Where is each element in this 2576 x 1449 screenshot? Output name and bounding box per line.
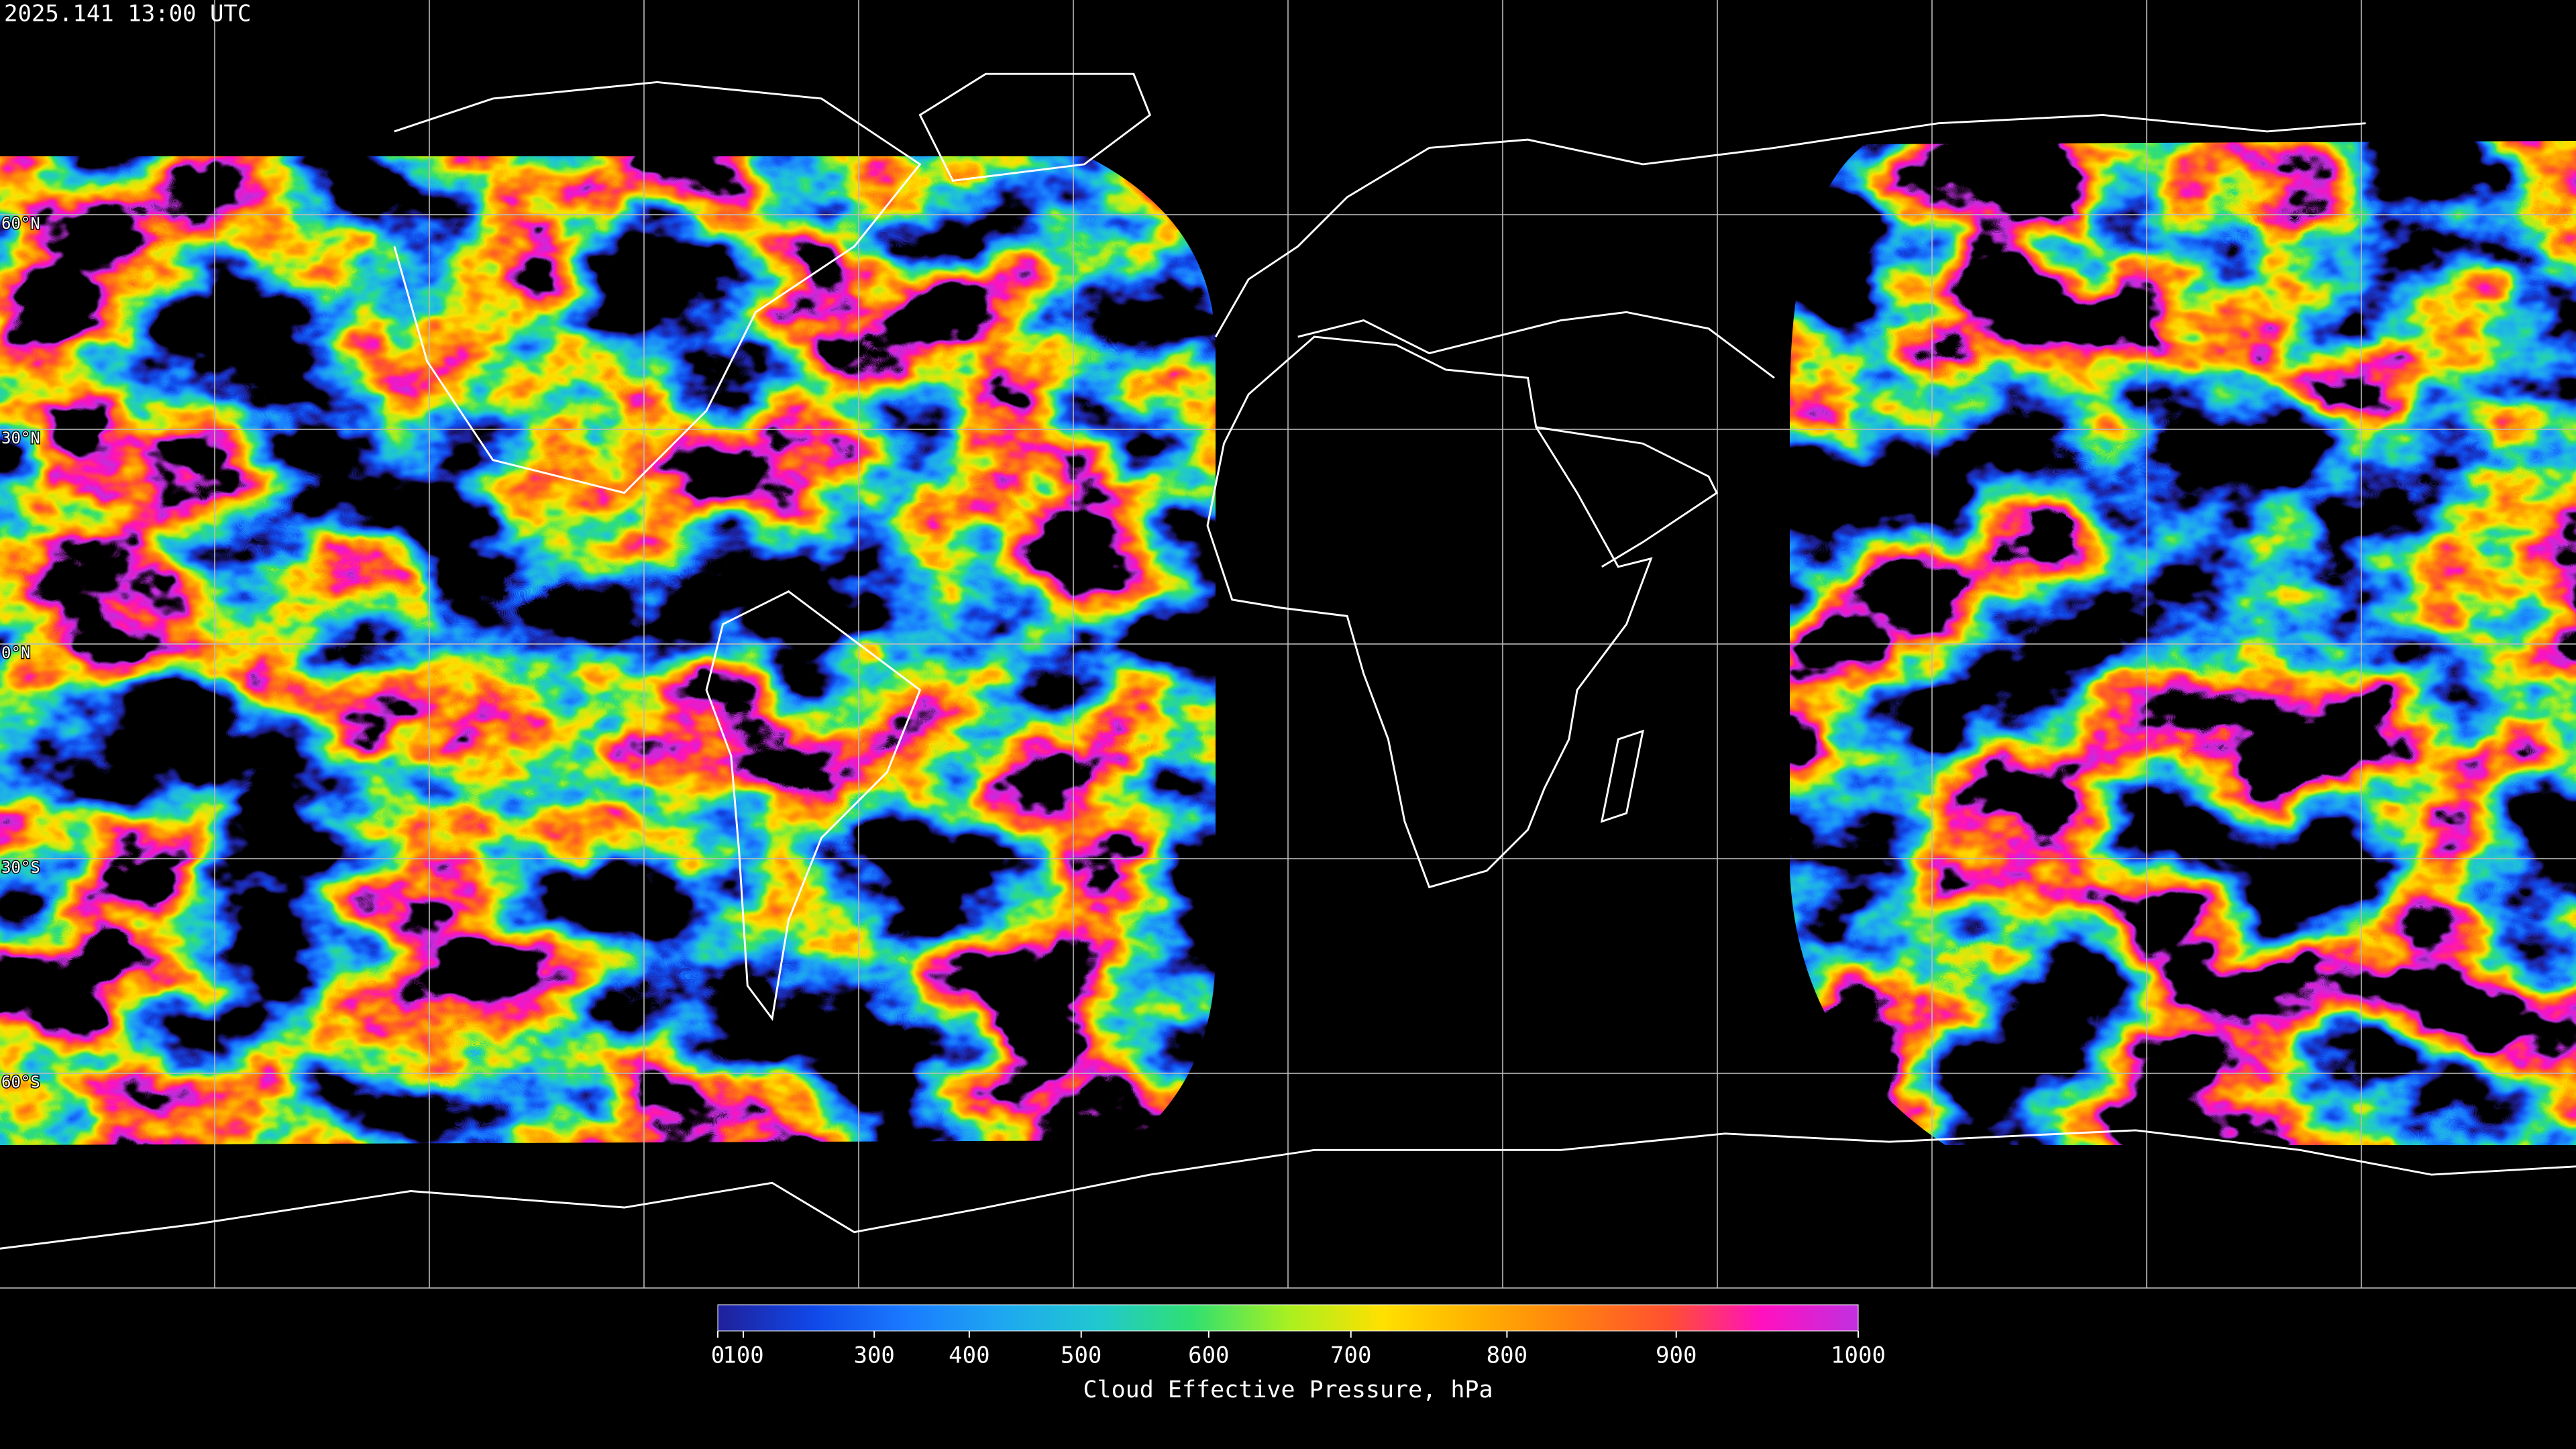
europe-coast bbox=[1214, 113, 2366, 337]
colorbar-tick-label: 900 bbox=[1656, 1342, 1697, 1369]
south-america-coast bbox=[705, 590, 922, 1022]
latitude-label: 0°N bbox=[1, 643, 30, 662]
latitude-label: 30°S bbox=[1, 858, 40, 877]
antarctica-coast bbox=[0, 1129, 2576, 1250]
colorbar-tick-label: 0 bbox=[711, 1342, 724, 1369]
graticule bbox=[0, 0, 2576, 1288]
coastlines bbox=[0, 72, 2576, 1250]
colorbar-tick-label: 700 bbox=[1330, 1342, 1371, 1369]
colorbar-tick-label: 600 bbox=[1188, 1342, 1229, 1369]
colorbar-tick-label: 500 bbox=[1061, 1342, 1102, 1369]
latitude-label: 60°N bbox=[1, 214, 40, 233]
madagascar-coast bbox=[1600, 729, 1644, 823]
colorbar-label: Cloud Effective Pressure, hPa bbox=[1083, 1377, 1493, 1403]
latitude-label: 60°S bbox=[1, 1073, 40, 1091]
africa-coast bbox=[1206, 335, 1653, 889]
mediterranean-coast bbox=[1297, 311, 1775, 379]
colorbar bbox=[717, 1304, 1859, 1332]
colorbar-tick-label: 300 bbox=[853, 1342, 894, 1369]
colorbar-tick-label: 100 bbox=[722, 1342, 763, 1369]
north-america-coast bbox=[393, 80, 922, 494]
timestamp: 2025.141 13:00 UTC bbox=[4, 1, 251, 28]
greenland-coast bbox=[918, 72, 1152, 182]
colorbar-tick-label: 400 bbox=[949, 1342, 989, 1369]
latitude-label: 30°N bbox=[1, 429, 40, 447]
colorbar-tick-label: 1000 bbox=[1831, 1342, 1886, 1369]
colorbar-tick-label: 800 bbox=[1487, 1342, 1527, 1369]
arabia-coast bbox=[1536, 426, 1719, 568]
